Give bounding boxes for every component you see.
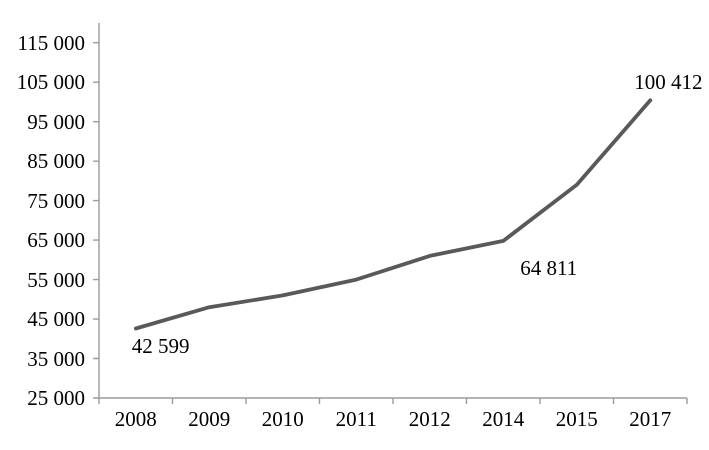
x-axis-ticks	[98, 398, 688, 404]
y-axis-tick-label: 95 000	[27, 109, 85, 134]
data-point-label: 64 811	[520, 255, 578, 280]
y-axis-tick-label: 45 000	[27, 307, 85, 332]
x-axis-tick-label: 2015	[555, 407, 598, 431]
x-axis-tick-label: 2010	[261, 407, 304, 431]
y-axis-tick-label: 105 000	[16, 70, 85, 95]
data-line-series	[133, 98, 653, 331]
y-axis-tick-label: 25 000	[27, 386, 85, 410]
x-axis-tick-label: 2009	[188, 407, 231, 431]
y-axis-tick-label: 85 000	[27, 149, 85, 174]
x-axis-tick-label: 2008	[114, 407, 157, 431]
x-axis-tick-label: 2014	[482, 407, 525, 431]
y-axis-tick-label: 35 000	[27, 346, 85, 371]
y-axis-tick-label: 65 000	[27, 228, 85, 253]
x-axis-tick-label: 2017	[629, 407, 672, 431]
x-axis-tick-label: 2011	[335, 407, 377, 431]
y-axis-tick-label: 75 000	[27, 188, 85, 213]
y-axis-ticks	[93, 42, 99, 399]
data-point-label: 100 412	[634, 70, 703, 95]
y-axis-tick-label: 55 000	[27, 267, 85, 292]
data-point-label: 42 599	[131, 333, 190, 358]
y-axis-tick-label: 115 000	[17, 30, 85, 55]
x-axis-tick-label: 2012	[408, 407, 451, 431]
